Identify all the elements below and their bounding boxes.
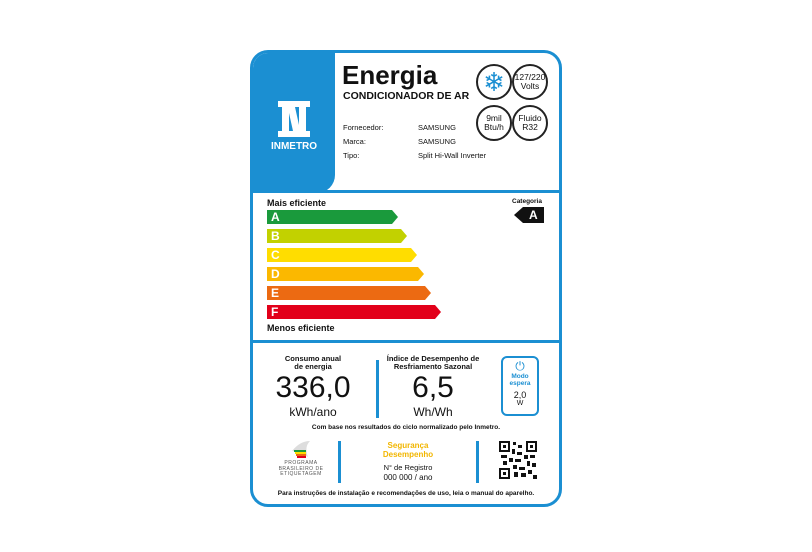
pbe-logo-text: PROGRAMA BRASILEIRO DE ETIQUETAGEM: [278, 460, 324, 477]
category-value: A: [529, 208, 538, 222]
registry-label: N° de Registro: [383, 463, 433, 472]
inmetro-logo-text: INMETRO: [270, 141, 318, 152]
least-efficient-label: Menos eficiente: [267, 323, 335, 333]
index-label: Índice de Desempenho de Resfriamento Sazo…: [386, 354, 480, 371]
inmetro-panel: INMETRO: [253, 53, 335, 193]
category-arrow-icon: [514, 207, 544, 223]
label-title: Energia: [342, 60, 438, 90]
standby-value: 2,0: [513, 390, 527, 400]
consumption-unit: kWh/ano: [289, 405, 337, 419]
field-value-fornecedor: SAMSUNG: [418, 123, 456, 132]
category-label: Categoria: [512, 198, 542, 205]
standby-box: ⏻ Modo espera 2,0 W: [501, 356, 539, 416]
most-efficient-label: Mais eficiente: [267, 198, 327, 208]
class-bar-a: A: [267, 210, 398, 224]
label-subtitle: CONDICIONADOR DE AR: [343, 90, 470, 102]
class-bar-b: B: [267, 229, 407, 243]
divider: [338, 441, 341, 483]
class-bar-d: D: [267, 267, 424, 281]
registry-value: 000 000 / ano: [383, 473, 433, 482]
field-value-marca: SAMSUNG: [418, 137, 456, 146]
energy-label: INMETRO Energia CONDICIONADOR DE AR Forn…: [250, 50, 562, 507]
field-label-tipo: Tipo:: [343, 151, 360, 160]
capacity-badge: 9mil Btu/h: [476, 105, 512, 141]
power-icon: ⏻: [515, 359, 525, 373]
index-value: 6,5: [412, 371, 454, 404]
divider: [376, 360, 379, 418]
fluid-badge: Fluido R32: [512, 105, 548, 141]
qr-code-icon[interactable]: [499, 441, 537, 479]
class-bar-e: E: [267, 286, 431, 300]
index-unit: Wh/Wh: [413, 405, 453, 419]
pbe-logo-icon: [292, 441, 310, 458]
class-bar-c: C: [267, 248, 417, 262]
instructions-text: Para instruções de instalação e recomend…: [277, 490, 535, 497]
safety-performance: Segurança Desempenho: [382, 441, 434, 459]
divider: [253, 340, 559, 343]
divider: [476, 441, 479, 483]
inmetro-logo-icon: [278, 101, 310, 137]
consumption-value: 336,0: [275, 371, 351, 404]
field-value-tipo: Split Hi-Wall Inverter: [418, 151, 487, 160]
divider: [253, 190, 559, 193]
voltage-badge: 127/220 Volts: [512, 64, 548, 100]
snowflake-badge: ❄: [476, 64, 512, 100]
field-label-marca: Marca:: [343, 137, 366, 146]
class-bar-f: F: [267, 305, 441, 319]
consumption-label: Consumo anual de energia: [284, 354, 342, 371]
standby-unit: W: [516, 400, 524, 407]
field-label-fornecedor: Fornecedor:: [343, 123, 384, 132]
note-text: Com base nos resultados do ciclo normali…: [311, 424, 501, 431]
snowflake-icon: ❄: [483, 67, 505, 97]
